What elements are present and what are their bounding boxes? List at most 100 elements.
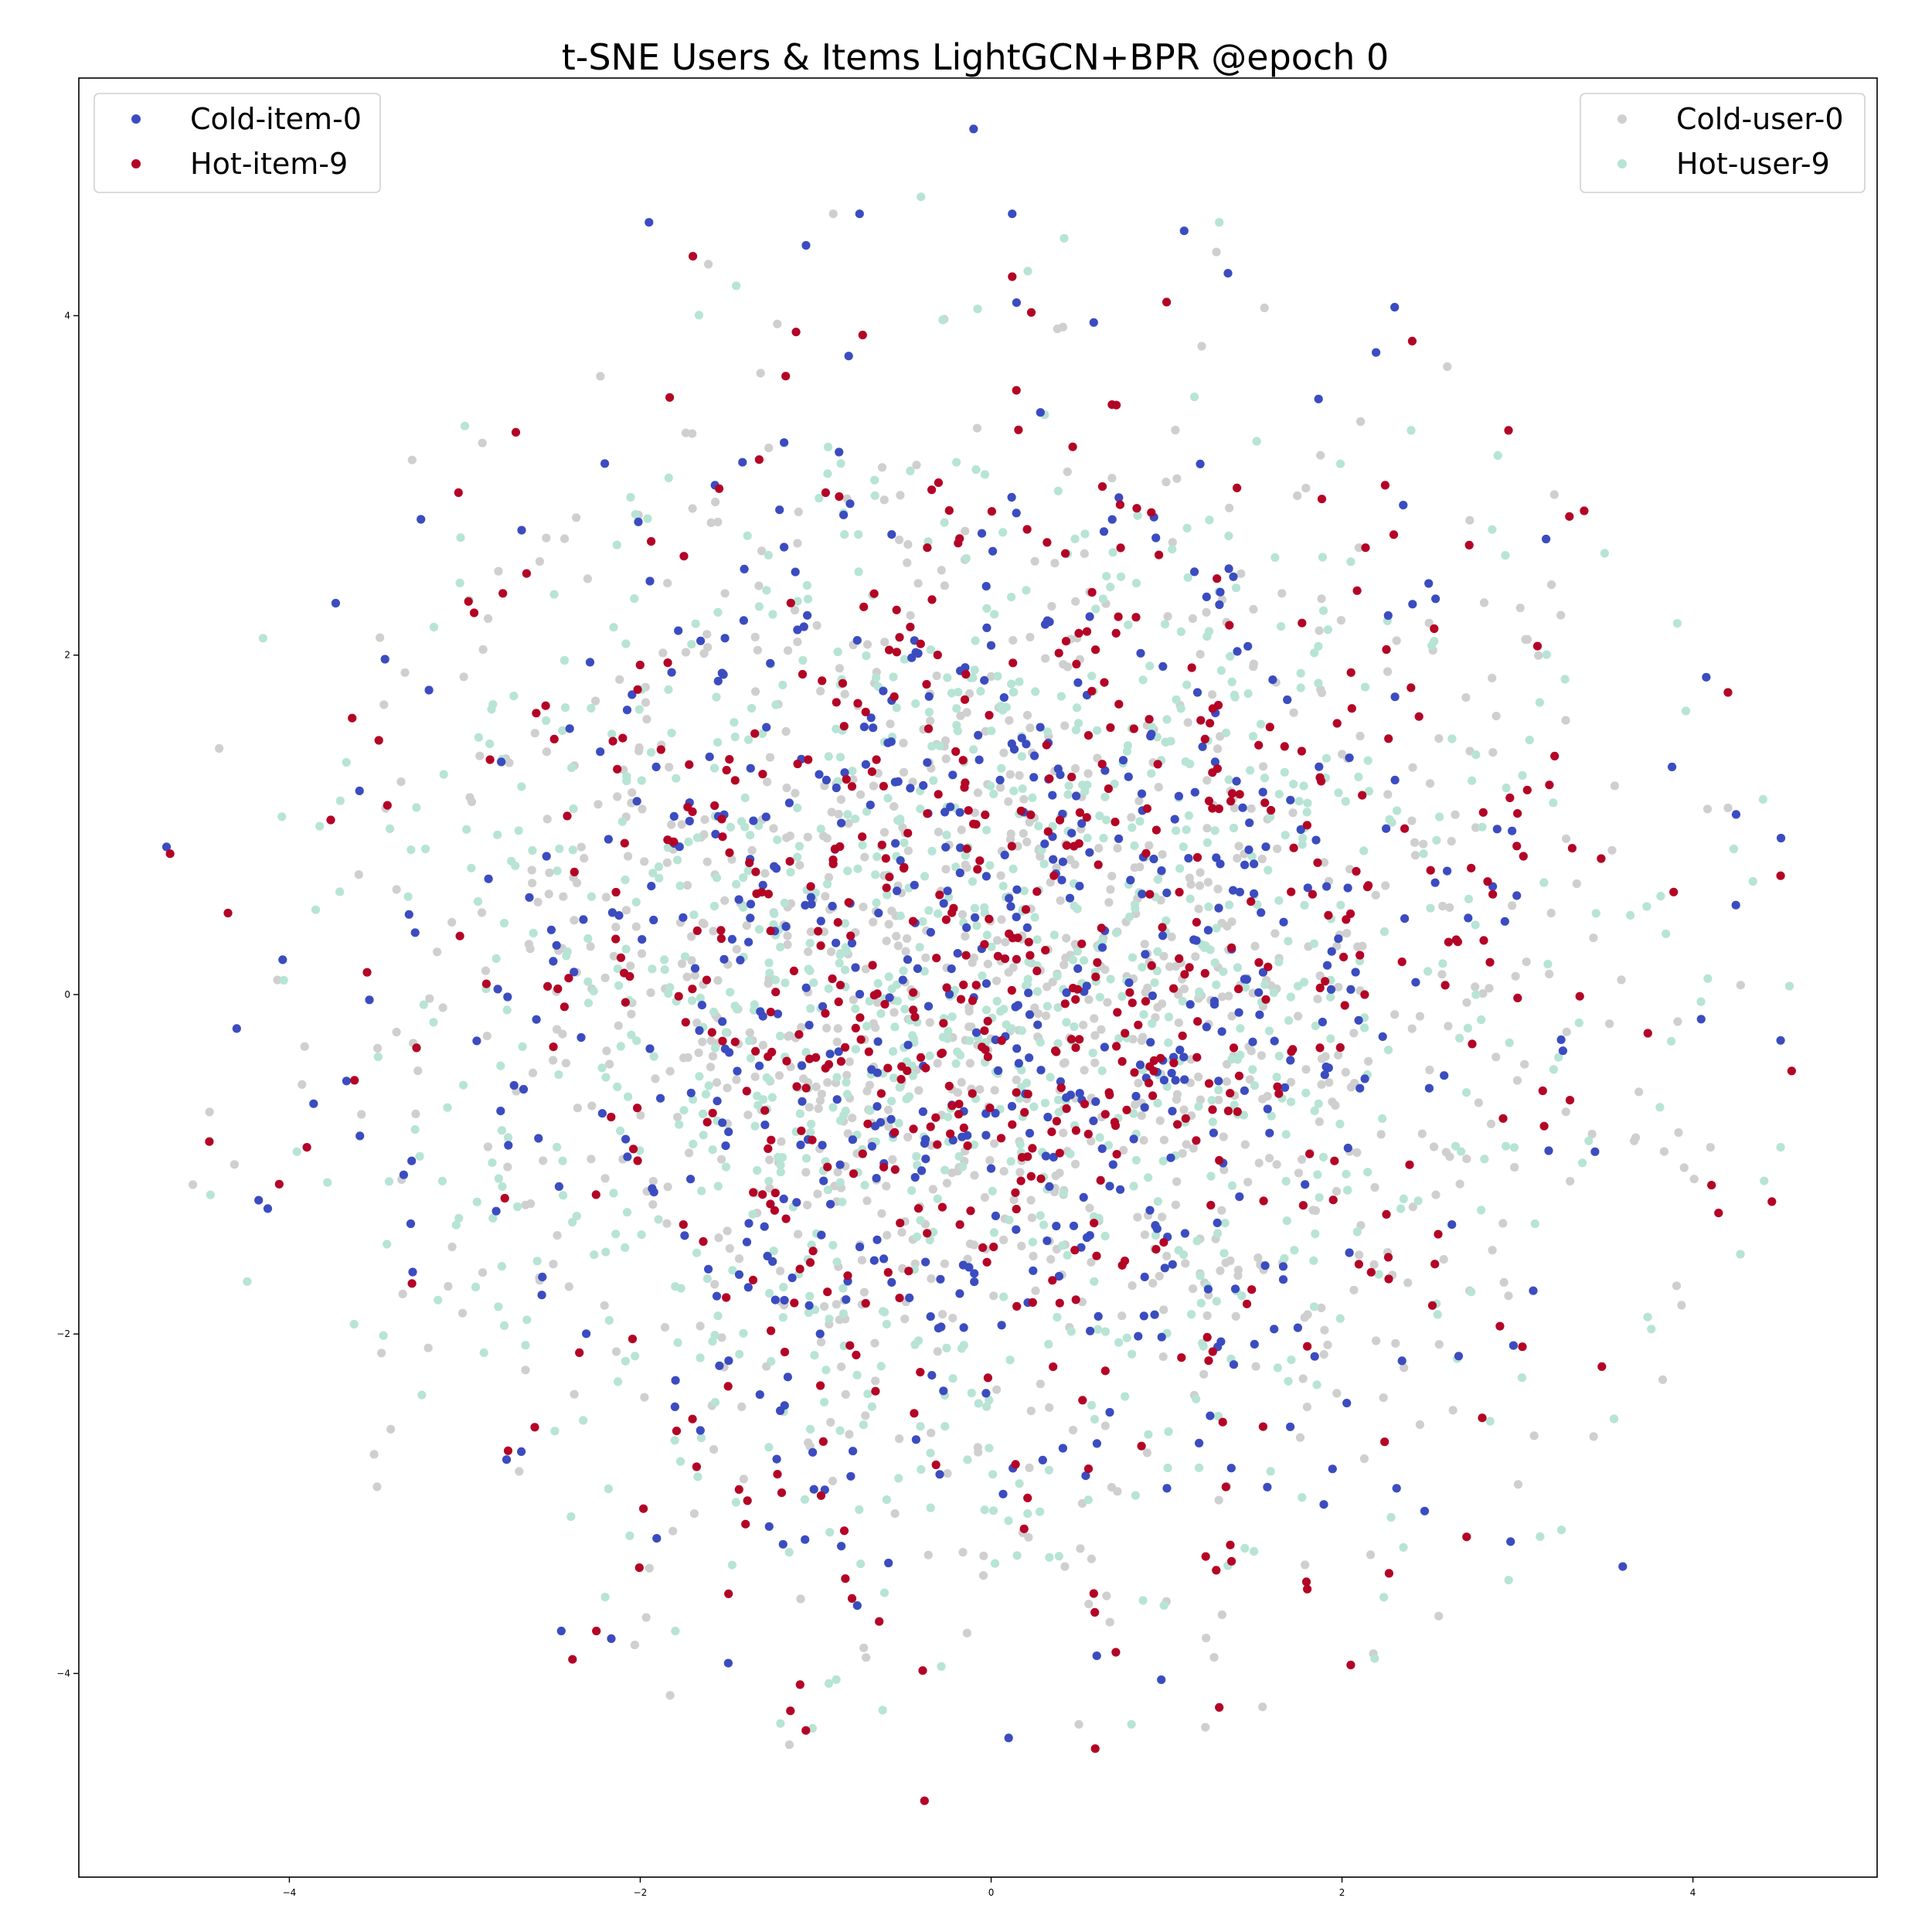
scatter-point: [935, 890, 944, 900]
scatter-point: [1260, 798, 1270, 808]
scatter-point: [856, 1560, 866, 1569]
scatter-point: [1066, 855, 1075, 864]
scatter-point: [743, 1283, 753, 1292]
scatter-point: [1332, 719, 1342, 728]
scatter-point: [1354, 1015, 1363, 1025]
scatter-point: [511, 861, 520, 870]
scatter-point: [1328, 1464, 1337, 1474]
scatter-point: [1117, 1056, 1127, 1066]
scatter-point: [910, 880, 919, 889]
scatter-point: [1146, 1038, 1155, 1047]
scatter-point: [919, 781, 928, 791]
scatter-point: [1208, 1105, 1217, 1114]
scatter-point: [612, 1347, 621, 1356]
scatter-point: [1424, 618, 1434, 628]
scatter-point: [920, 967, 929, 976]
scatter-point: [1122, 1333, 1131, 1342]
scatter-point: [915, 943, 924, 952]
scatter-point: [1370, 1182, 1379, 1192]
scatter-point: [920, 1139, 930, 1148]
scatter-point: [836, 1056, 845, 1066]
scatter-point: [472, 1197, 481, 1206]
scatter-point: [1129, 1109, 1138, 1118]
scatter-point: [742, 1237, 752, 1247]
scatter-point: [1008, 272, 1017, 281]
scatter-point: [1049, 930, 1059, 940]
scatter-point: [824, 1679, 834, 1688]
scatter-point: [886, 737, 896, 747]
scatter-point: [1175, 954, 1184, 963]
scatter-point: [1219, 967, 1228, 976]
scatter-point: [1673, 1017, 1682, 1026]
scatter-point: [1115, 500, 1124, 509]
scatter-point: [940, 736, 951, 746]
scatter-point: [906, 784, 915, 793]
scatter-point: [1131, 1100, 1140, 1110]
scatter-point: [1083, 1129, 1093, 1139]
scatter-point: [1012, 1075, 1021, 1084]
scatter-point: [664, 989, 673, 998]
scatter-point: [1179, 842, 1188, 852]
scatter-point: [618, 733, 628, 743]
scatter-point: [1072, 703, 1082, 713]
scatter-point: [955, 808, 964, 817]
scatter-point: [687, 996, 697, 1005]
scatter-point: [1391, 1338, 1400, 1348]
scatter-point: [444, 1281, 453, 1291]
scatter-point: [1286, 795, 1295, 804]
scatter-point: [767, 1093, 777, 1102]
scatter-point: [1736, 981, 1745, 990]
scatter-point: [749, 1188, 758, 1197]
scatter-point: [970, 665, 979, 675]
scatter-point: [1134, 796, 1144, 805]
scatter-point: [1355, 1250, 1364, 1260]
scatter-point: [725, 848, 734, 857]
scatter-point: [992, 936, 1002, 945]
scatter-point: [1529, 1431, 1539, 1440]
scatter-point: [1009, 963, 1018, 972]
scatter-point: [1053, 1003, 1063, 1012]
scatter-point: [635, 660, 645, 670]
scatter-point: [528, 845, 537, 855]
scatter-point: [1141, 988, 1150, 997]
scatter-point: [1168, 538, 1177, 547]
scatter-point: [913, 579, 923, 588]
scatter-point: [1053, 1312, 1062, 1322]
scatter-point: [734, 895, 743, 904]
scatter-point: [641, 1613, 651, 1622]
scatter-point: [600, 1301, 609, 1310]
scatter-point: [710, 1043, 720, 1053]
y-tick-label: 2: [64, 650, 70, 661]
scatter-point: [1012, 1551, 1022, 1560]
scatter-point: [1120, 1257, 1130, 1266]
scatter-point: [772, 1454, 781, 1464]
scatter-point: [1539, 878, 1549, 887]
scatter-point: [866, 801, 875, 810]
scatter-point: [786, 598, 795, 607]
scatter-point: [1004, 797, 1013, 806]
scatter-point: [974, 730, 983, 740]
legend-marker: [1617, 159, 1627, 168]
scatter-point: [1679, 1163, 1689, 1172]
scatter-point: [782, 1056, 791, 1066]
scatter-point: [1066, 1149, 1075, 1158]
scatter-point: [1106, 975, 1115, 984]
scatter-point: [561, 1059, 571, 1068]
scatter-point: [736, 955, 745, 964]
scatter-point: [1478, 808, 1488, 817]
scatter-point: [1058, 322, 1067, 332]
scatter-point: [1387, 818, 1396, 827]
scatter-point: [1106, 583, 1115, 592]
scatter-point: [1055, 1148, 1064, 1158]
scatter-point: [955, 868, 964, 878]
scatter-point: [1062, 988, 1071, 998]
scatter-point: [399, 1170, 409, 1179]
scatter-point: [983, 959, 992, 968]
scatter-point: [910, 1012, 920, 1022]
scatter-point: [629, 1145, 638, 1154]
scatter-point: [835, 981, 845, 990]
scatter-point: [918, 1107, 927, 1117]
scatter-point: [1308, 1206, 1318, 1215]
scatter-point: [927, 595, 937, 604]
scatter-point: [454, 1213, 464, 1223]
